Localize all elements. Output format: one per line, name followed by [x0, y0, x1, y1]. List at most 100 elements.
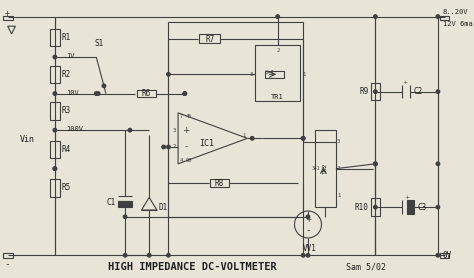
- Bar: [440, 16, 449, 20]
- Circle shape: [276, 15, 279, 18]
- Circle shape: [301, 136, 305, 140]
- Text: 2: 2: [173, 145, 176, 150]
- Text: R6: R6: [142, 90, 151, 98]
- Circle shape: [147, 254, 151, 257]
- Bar: [264, 71, 284, 78]
- Circle shape: [436, 205, 440, 209]
- Circle shape: [183, 92, 187, 95]
- Text: Sam 5/02: Sam 5/02: [346, 262, 386, 271]
- Bar: [440, 253, 449, 258]
- Text: R8: R8: [215, 179, 224, 188]
- Text: 10V: 10V: [66, 90, 79, 96]
- Circle shape: [301, 254, 305, 257]
- Circle shape: [123, 254, 127, 257]
- Text: R3: R3: [62, 106, 71, 115]
- Text: R4: R4: [62, 145, 71, 154]
- Circle shape: [306, 254, 310, 257]
- Text: 1: 1: [242, 133, 246, 138]
- Bar: [210, 179, 229, 187]
- Bar: [50, 179, 60, 197]
- Circle shape: [294, 211, 321, 238]
- Bar: [50, 102, 60, 120]
- Text: 6: 6: [249, 136, 253, 141]
- Text: HIGH IMPEDANCE DC-VOLTMETER: HIGH IMPEDANCE DC-VOLTMETER: [108, 262, 277, 272]
- Text: R2: R2: [62, 70, 71, 79]
- Text: 3←1: 3←1: [264, 70, 274, 75]
- Circle shape: [128, 128, 132, 132]
- Bar: [118, 201, 132, 207]
- Polygon shape: [178, 113, 247, 164]
- Circle shape: [53, 55, 56, 59]
- Circle shape: [374, 205, 377, 209]
- Text: TR1: TR1: [271, 94, 284, 100]
- Text: +: +: [404, 195, 410, 200]
- Circle shape: [167, 73, 170, 76]
- Text: 3←1: 3←1: [312, 166, 320, 171]
- Text: Vin: Vin: [19, 135, 35, 144]
- Text: 45: 45: [186, 114, 192, 119]
- Bar: [3, 253, 12, 258]
- Bar: [137, 90, 156, 97]
- Text: S1: S1: [94, 39, 104, 48]
- Text: +: +: [402, 80, 408, 85]
- Text: +: +: [4, 9, 9, 18]
- Bar: [371, 198, 380, 216]
- Circle shape: [167, 145, 170, 149]
- Text: VV1: VV1: [303, 244, 317, 253]
- Text: 2: 2: [276, 48, 279, 53]
- Text: -: -: [4, 259, 9, 269]
- Text: 2: 2: [337, 166, 340, 171]
- Circle shape: [301, 136, 305, 140]
- Bar: [50, 141, 60, 158]
- Bar: [371, 83, 380, 100]
- Circle shape: [94, 92, 98, 95]
- Circle shape: [306, 215, 310, 219]
- Circle shape: [96, 92, 100, 95]
- Text: 0V: 0V: [443, 251, 452, 260]
- Text: R7: R7: [205, 35, 214, 44]
- Text: R10: R10: [355, 203, 369, 212]
- Circle shape: [102, 84, 106, 88]
- Text: C2: C2: [414, 87, 423, 96]
- Circle shape: [53, 128, 56, 132]
- Circle shape: [374, 15, 377, 18]
- Text: 3: 3: [173, 128, 176, 133]
- Circle shape: [436, 90, 440, 93]
- Text: C3: C3: [418, 203, 427, 212]
- Text: C1: C1: [106, 198, 116, 207]
- Text: 1: 1: [302, 72, 305, 77]
- Text: 8..20V: 8..20V: [443, 9, 468, 15]
- Circle shape: [374, 162, 377, 166]
- Circle shape: [162, 145, 165, 149]
- Text: D1: D1: [159, 203, 168, 212]
- Bar: [3, 16, 12, 20]
- Circle shape: [436, 15, 440, 18]
- Circle shape: [436, 162, 440, 166]
- Text: +: +: [305, 215, 311, 224]
- Bar: [50, 29, 60, 46]
- Text: 00: 00: [186, 158, 192, 163]
- Text: R9: R9: [359, 87, 369, 96]
- Circle shape: [123, 215, 127, 219]
- Text: 4: 4: [180, 158, 183, 163]
- Bar: [255, 45, 301, 101]
- Text: TR2: TR2: [323, 163, 328, 174]
- Text: 100V: 100V: [66, 126, 83, 132]
- Bar: [199, 34, 220, 43]
- Circle shape: [53, 167, 56, 170]
- Circle shape: [250, 136, 254, 140]
- Text: 7: 7: [180, 114, 183, 119]
- Circle shape: [374, 162, 377, 166]
- Text: 3: 3: [337, 139, 340, 144]
- Bar: [407, 200, 414, 214]
- Circle shape: [183, 92, 187, 95]
- Text: R1: R1: [62, 33, 71, 42]
- Polygon shape: [8, 26, 15, 34]
- Text: -: -: [306, 225, 310, 235]
- Circle shape: [436, 254, 440, 257]
- Text: -: -: [184, 143, 187, 152]
- Text: R5: R5: [62, 183, 71, 192]
- Bar: [50, 66, 60, 83]
- Circle shape: [374, 90, 377, 93]
- Bar: [315, 130, 336, 207]
